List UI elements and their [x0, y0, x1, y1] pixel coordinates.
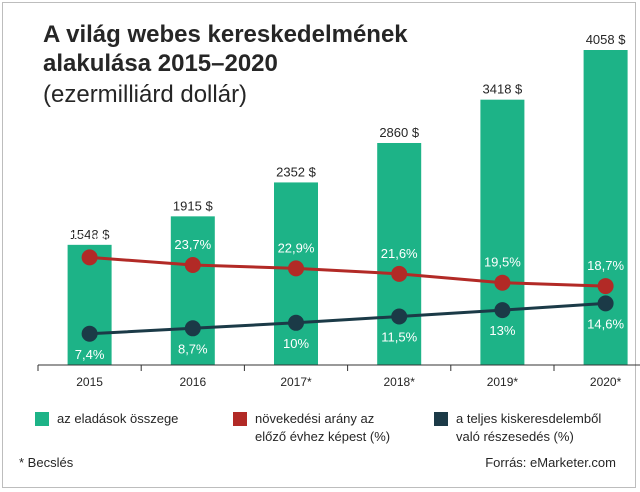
share-point: [391, 308, 408, 325]
x-tick-label: 2019*: [487, 375, 519, 389]
source-note: Forrás: eMarketer.com: [485, 455, 616, 470]
share-value-label: 13%: [489, 323, 515, 338]
legend-swatch-sales: [35, 412, 49, 426]
share-value-label: 14,6%: [587, 316, 624, 331]
chart-subtitle: (ezermilliárd dollár): [43, 81, 248, 108]
growth-point: [391, 265, 408, 282]
bar-value-label: 2352 $: [276, 164, 317, 179]
growth-value-label: 25,5%: [71, 229, 108, 244]
growth-value-label: 22,9%: [278, 240, 315, 255]
x-tick-label: 2020*: [590, 375, 622, 389]
x-tick-label: 2018*: [384, 375, 416, 389]
legend-label-sales: az eladások összege: [57, 411, 179, 426]
growth-value-label: 18,7%: [587, 258, 624, 273]
legend-swatch-share: [434, 412, 448, 426]
growth-line: [89, 255, 606, 288]
share-point: [288, 314, 304, 331]
bar-value-label: 2860 $: [379, 125, 420, 140]
legend-label-growth-line-1: növekedési arány az: [255, 411, 375, 426]
growth-point: [494, 274, 511, 291]
share-point: [81, 325, 98, 342]
bar: [583, 50, 628, 365]
bar-value-label: 1548 $: [70, 227, 111, 242]
share-point: [494, 302, 511, 319]
share-value-label: 10%: [283, 336, 309, 351]
chart-title: A világ webes kereskedelmének alakulása …: [43, 20, 408, 78]
growth-value-label: 21,6%: [381, 246, 418, 261]
bar: [170, 216, 215, 365]
share-value-label: 7,4%: [75, 347, 105, 362]
share-line: [89, 301, 606, 336]
bar-value-label: 3418 $: [483, 82, 524, 97]
legend-label-growth-line-2: előző évhez képest (%): [255, 429, 391, 444]
bar-value-label: 1915 $: [173, 198, 214, 213]
bar: [377, 142, 422, 365]
growth-value-label: 19,5%: [484, 255, 521, 270]
legend-swatch-growth: [233, 412, 247, 426]
bar-value-label: 4058 $: [586, 32, 627, 47]
growth-point: [597, 278, 614, 295]
x-tick-label: 2017*: [280, 375, 312, 389]
share-value-label: 8,7%: [178, 341, 208, 356]
share-point: [597, 295, 614, 312]
footnote: * Becslés: [19, 455, 74, 470]
chart-title-line-2: alakulása 2015–2020: [43, 50, 278, 77]
x-tick-label: 2015: [76, 375, 103, 389]
growth-point: [288, 260, 304, 277]
bar: [480, 99, 525, 366]
growth-point: [184, 256, 201, 273]
legend-label-share-line-1: a teljes kiskeresdelemből: [456, 411, 602, 426]
chart-title-line-1: A világ webes kereskedelmének: [43, 21, 408, 48]
share-value-label: 11,5%: [381, 329, 417, 344]
share-point: [184, 320, 201, 337]
x-tick-label: 2016: [179, 375, 206, 389]
growth-value-label: 23,7%: [174, 237, 211, 252]
growth-point: [81, 249, 98, 266]
legend-label-share-line-2: való részesedés (%): [456, 429, 574, 444]
